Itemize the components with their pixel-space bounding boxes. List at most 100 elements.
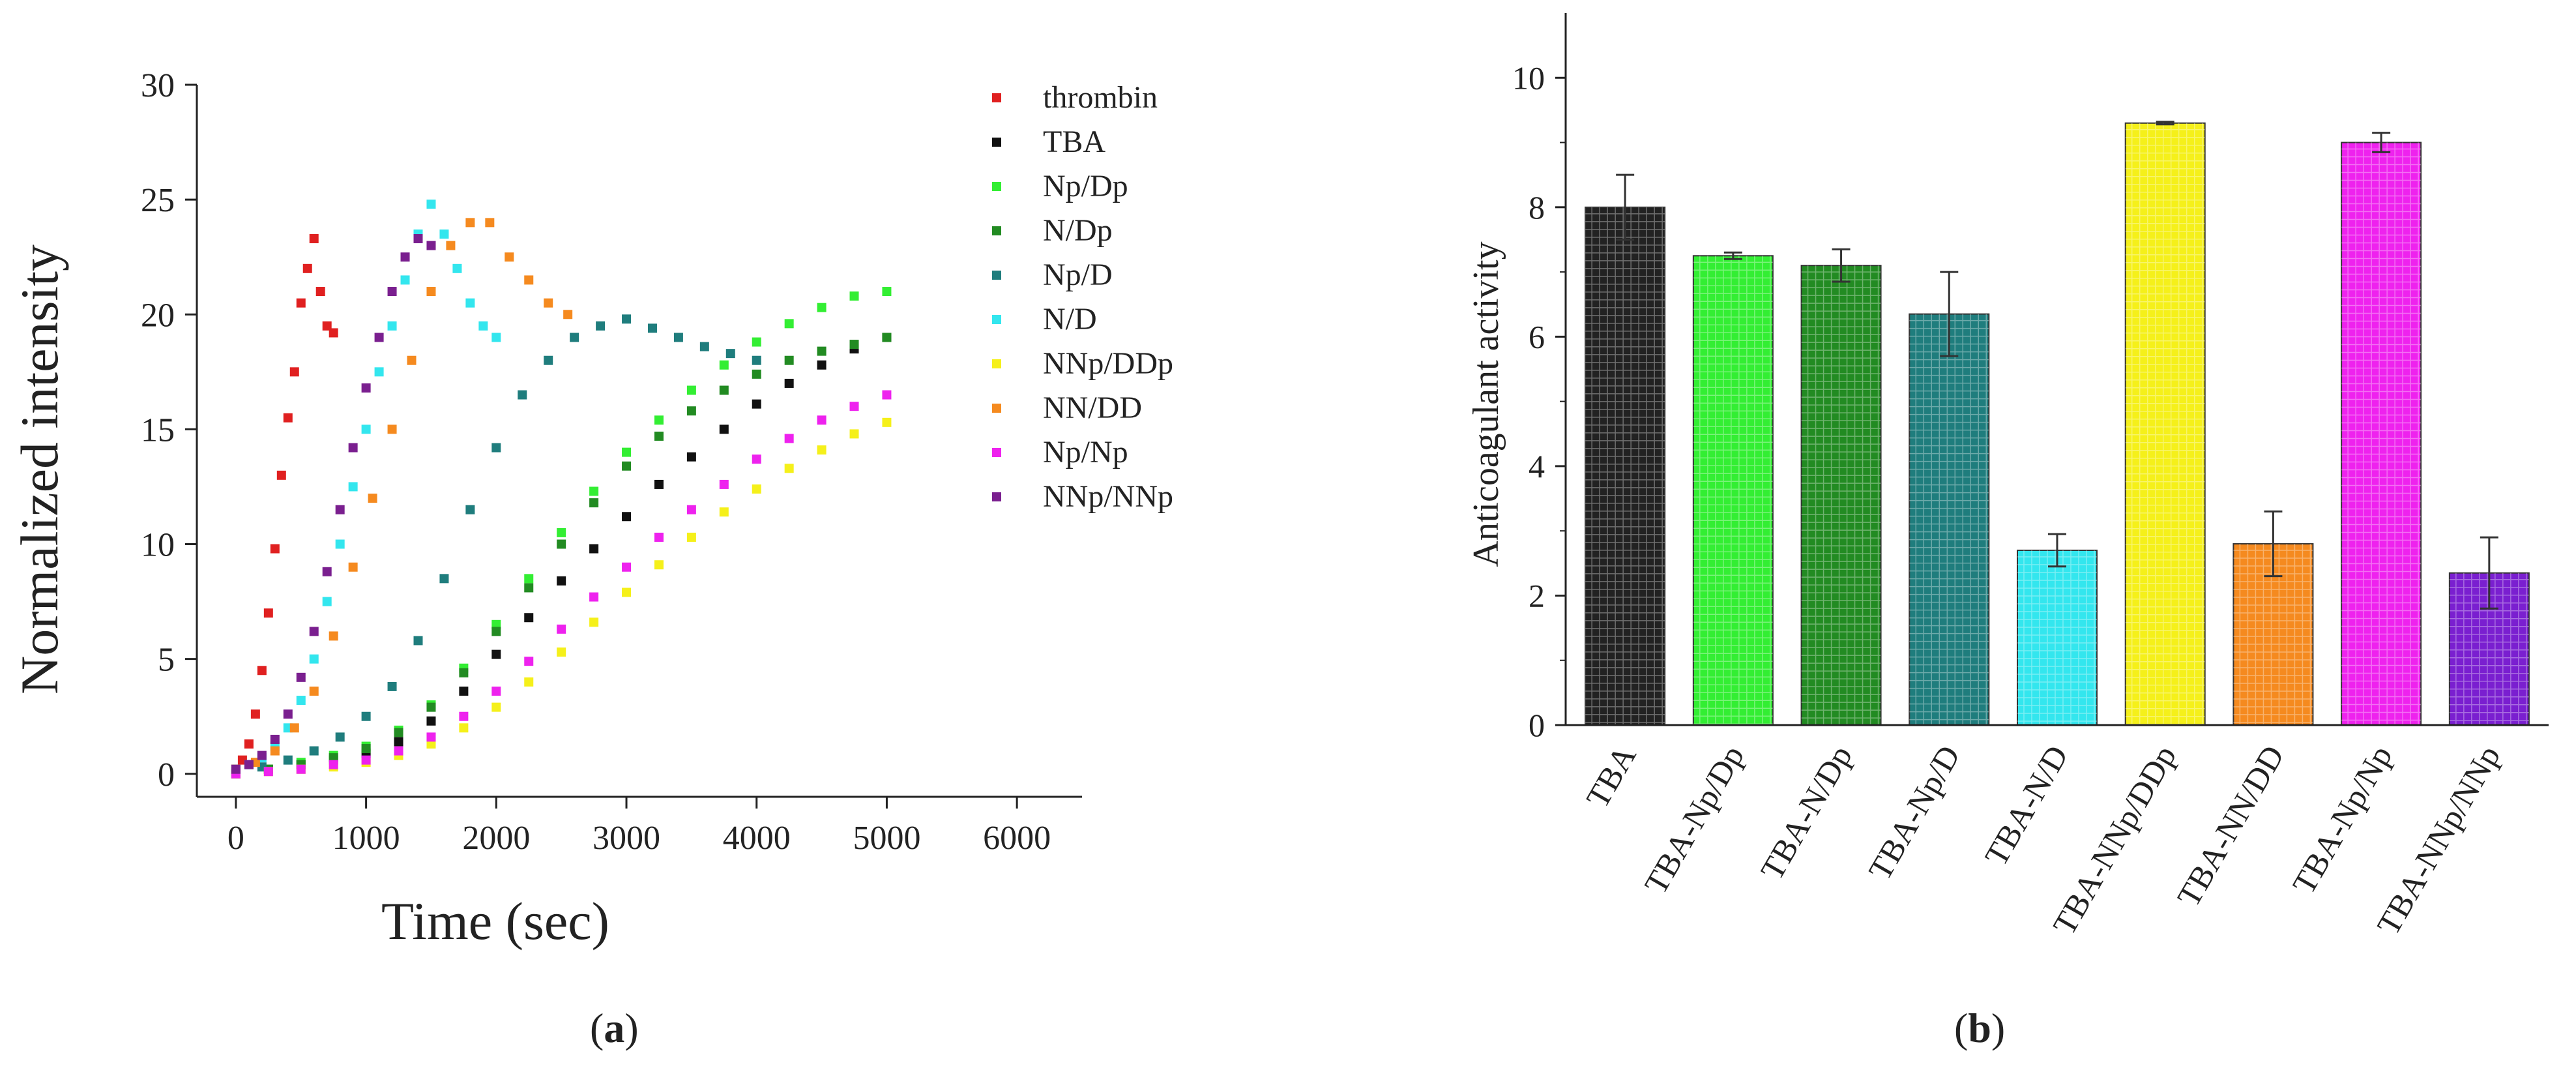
data-point <box>557 647 566 657</box>
data-point <box>686 385 696 395</box>
data-point <box>491 702 501 712</box>
data-point <box>491 619 501 629</box>
data-point <box>329 753 338 763</box>
category-label: TBA-N/Dp <box>1753 739 1859 886</box>
data-point <box>335 539 345 549</box>
bar-texture <box>2449 572 2529 725</box>
data-point <box>289 723 299 733</box>
x-tick-label: 3000 <box>593 820 660 857</box>
series-np-d <box>231 314 761 777</box>
y-tick-label: 0 <box>1529 707 1545 743</box>
bar-texture <box>1801 265 1881 725</box>
data-point <box>784 434 794 443</box>
data-point <box>322 321 332 331</box>
data-point <box>361 711 371 721</box>
data-point <box>315 287 325 297</box>
data-point <box>296 298 306 308</box>
bars-group <box>1585 121 2530 726</box>
data-point <box>485 218 495 228</box>
bar-texture <box>1585 207 1665 725</box>
bar-tba-np-np <box>2341 141 2422 726</box>
data-point <box>322 567 332 576</box>
data-point <box>817 415 827 425</box>
data-point <box>849 402 859 411</box>
data-point <box>394 746 403 756</box>
data-point <box>654 532 664 542</box>
data-point <box>368 494 377 503</box>
error-bar <box>1940 271 1959 357</box>
data-point <box>329 631 338 641</box>
data-point <box>491 627 501 636</box>
data-point <box>361 755 371 765</box>
error-bar <box>1723 251 1742 260</box>
data-point <box>309 686 319 696</box>
data-point <box>335 505 345 514</box>
data-point <box>686 452 696 462</box>
legend-label: N/D <box>1043 302 1097 336</box>
data-point <box>244 760 254 769</box>
legend-marker <box>992 404 1001 413</box>
data-point <box>361 383 371 393</box>
data-point <box>296 696 306 706</box>
legend-label: NNp/NNp <box>1043 479 1173 514</box>
data-point <box>673 333 683 342</box>
legend-marker <box>992 492 1001 501</box>
caption-a-close: ) <box>624 1005 639 1051</box>
bar-texture <box>2017 550 2097 725</box>
data-point <box>524 677 534 687</box>
data-point <box>335 732 345 742</box>
data-point <box>322 597 332 606</box>
data-point <box>725 349 735 359</box>
data-point <box>622 447 632 457</box>
x-tick-label: 2000 <box>462 820 530 857</box>
data-point <box>374 333 384 342</box>
data-point <box>849 429 859 439</box>
data-point <box>654 431 664 441</box>
data-point <box>557 576 566 586</box>
category-label: TBA-NN/DD <box>2170 739 2291 913</box>
data-point <box>289 367 299 377</box>
data-point <box>882 287 892 297</box>
data-point <box>394 728 403 737</box>
data-point <box>465 505 475 514</box>
data-point <box>654 479 664 489</box>
y-tick-label: 5 <box>158 642 175 679</box>
data-point <box>329 328 338 338</box>
category-label: TBA-Np/Dp <box>1637 739 1751 900</box>
category-label: TBA <box>1579 739 1643 814</box>
data-point <box>622 461 632 471</box>
caption-b-close: ) <box>1991 1005 2006 1051</box>
data-point <box>524 275 534 285</box>
y-tick-label: 10 <box>1512 59 1545 96</box>
bar-tba-np-dp <box>1692 255 1774 726</box>
data-point <box>387 321 397 331</box>
data-point <box>505 252 514 262</box>
data-point <box>849 340 859 349</box>
data-point <box>557 528 566 537</box>
data-point <box>817 360 827 370</box>
data-point <box>596 321 606 331</box>
scatter-legend: thrombin TBA Np/Dp N/Dp Np/D N/D NNp/DDp NN/DD N… <box>992 80 1173 514</box>
scatter-points-group <box>231 200 892 779</box>
y-tick-label: 10 <box>141 527 175 564</box>
x-tick-label: 4000 <box>723 820 791 857</box>
data-point <box>752 454 761 464</box>
data-point <box>491 649 501 659</box>
data-point <box>557 539 566 549</box>
series-thrombin <box>231 234 338 774</box>
bar-tba-np-d <box>1909 313 1990 726</box>
data-point <box>231 764 241 774</box>
data-point <box>263 608 273 618</box>
y-tick-label: 2 <box>1529 577 1545 614</box>
y-tick-label: 0 <box>158 756 175 794</box>
data-point <box>544 298 553 308</box>
data-point <box>250 709 260 719</box>
data-point <box>784 378 794 388</box>
error-bar <box>2156 121 2174 126</box>
data-point <box>719 507 729 517</box>
data-point <box>849 291 859 301</box>
bar-tba-nnp-ddp <box>2124 122 2206 726</box>
data-point <box>817 346 827 356</box>
data-point <box>257 666 267 676</box>
